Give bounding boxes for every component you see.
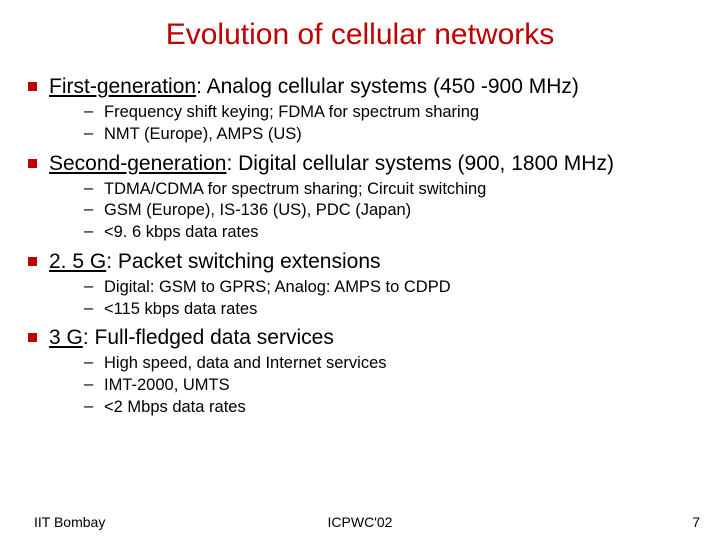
dash-icon: – <box>84 102 94 121</box>
main-bullet: First-generation: Analog cellular system… <box>28 74 692 100</box>
sub-bullet: –<115 kbps data rates <box>84 299 692 320</box>
dash-icon: – <box>84 124 94 143</box>
dash-icon: – <box>84 397 94 416</box>
sub-list: –TDMA/CDMA for spectrum sharing; Circuit… <box>84 179 692 243</box>
sub-bullet: –<2 Mbps data rates <box>84 397 692 418</box>
square-bullet-icon <box>28 257 37 266</box>
main-bullet: 3 G: Full-fledged data services <box>28 325 692 351</box>
slide-title: Evolution of cellular networks <box>28 18 692 52</box>
sub-bullet-text: NMT (Europe), AMPS (US) <box>104 124 302 145</box>
main-bullet-text: 2. 5 G: Packet switching extensions <box>49 249 381 275</box>
sub-bullet: –Digital: GSM to GPRS; Analog: AMPS to C… <box>84 277 692 298</box>
dash-icon: – <box>84 179 94 198</box>
dash-icon: – <box>84 375 94 394</box>
sub-list: –Digital: GSM to GPRS; Analog: AMPS to C… <box>84 277 692 319</box>
main-bullet-text: 3 G: Full-fledged data services <box>49 325 334 351</box>
sub-bullet-text: Digital: GSM to GPRS; Analog: AMPS to CD… <box>104 277 451 298</box>
dash-icon: – <box>84 222 94 241</box>
main-bullet-underlined: 2. 5 G <box>49 250 106 273</box>
main-bullet-text: First-generation: Analog cellular system… <box>49 74 579 100</box>
main-bullet-rest: : Digital cellular systems (900, 1800 MH… <box>226 152 613 175</box>
main-bullet-underlined: First-generation <box>49 75 196 98</box>
main-bullet: Second-generation: Digital cellular syst… <box>28 151 692 177</box>
main-bullet-underlined: 3 G <box>49 326 83 349</box>
square-bullet-icon <box>28 333 37 342</box>
sub-bullet: –<9. 6 kbps data rates <box>84 222 692 243</box>
main-bullet-underlined: Second-generation <box>49 152 226 175</box>
sub-bullet: –TDMA/CDMA for spectrum sharing; Circuit… <box>84 179 692 200</box>
content-list: First-generation: Analog cellular system… <box>28 74 692 417</box>
sub-bullet-text: TDMA/CDMA for spectrum sharing; Circuit … <box>104 179 486 200</box>
sub-bullet: –NMT (Europe), AMPS (US) <box>84 124 692 145</box>
main-bullet-text: Second-generation: Digital cellular syst… <box>49 151 614 177</box>
square-bullet-icon <box>28 159 37 168</box>
sub-bullet: –High speed, data and Internet services <box>84 353 692 374</box>
sub-bullet-text: GSM (Europe), IS-136 (US), PDC (Japan) <box>104 200 411 221</box>
sub-bullet-text: <115 kbps data rates <box>104 299 257 320</box>
main-bullet-rest: : Full-fledged data services <box>83 326 334 349</box>
footer: IIT Bombay ICPWC'02 7 <box>0 514 720 530</box>
sub-bullet: –GSM (Europe), IS-136 (US), PDC (Japan) <box>84 200 692 221</box>
sub-bullet-text: <2 Mbps data rates <box>104 397 246 418</box>
slide: Evolution of cellular networks First-gen… <box>0 0 720 417</box>
main-bullet-rest: : Analog cellular systems (450 -900 MHz) <box>196 75 579 98</box>
sub-list: –High speed, data and Internet services–… <box>84 353 692 417</box>
dash-icon: – <box>84 200 94 219</box>
sub-bullet-text: IMT-2000, UMTS <box>104 375 230 396</box>
sub-bullet-text: High speed, data and Internet services <box>104 353 387 374</box>
sub-bullet-text: Frequency shift keying; FDMA for spectru… <box>104 102 479 123</box>
dash-icon: – <box>84 353 94 372</box>
dash-icon: – <box>84 299 94 318</box>
square-bullet-icon <box>28 82 37 91</box>
sub-bullet: –Frequency shift keying; FDMA for spectr… <box>84 102 692 123</box>
main-bullet-rest: : Packet switching extensions <box>106 250 380 273</box>
dash-icon: – <box>84 277 94 296</box>
sub-bullet-text: <9. 6 kbps data rates <box>104 222 259 243</box>
sub-list: –Frequency shift keying; FDMA for spectr… <box>84 102 692 144</box>
sub-bullet: –IMT-2000, UMTS <box>84 375 692 396</box>
main-bullet: 2. 5 G: Packet switching extensions <box>28 249 692 275</box>
footer-center: ICPWC'02 <box>0 514 720 530</box>
